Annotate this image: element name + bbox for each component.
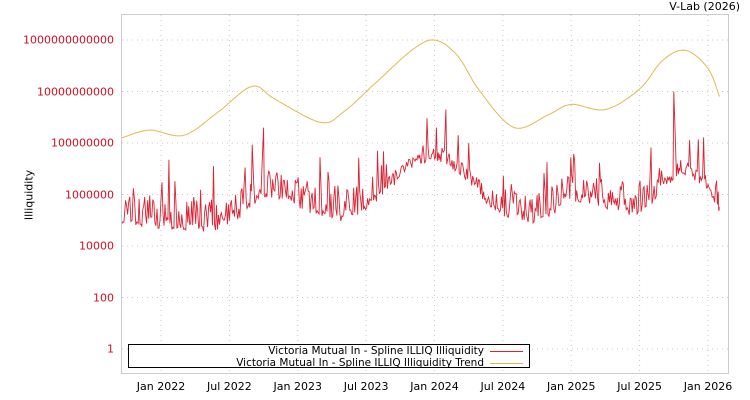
x-tick-label: Jan 2024 <box>410 380 459 393</box>
illiquidity-series-line <box>121 91 720 232</box>
y-tick-label: 100 <box>93 291 114 304</box>
legend-item-trend: Victoria Mutual In - Spline ILLIQ Illiqu… <box>236 357 523 369</box>
grid-lines <box>122 15 728 373</box>
y-tick-label: 1 <box>107 342 114 356</box>
y-tick-label: 1000000000000 <box>23 33 114 47</box>
x-tick-label: Jul 2025 <box>617 380 663 393</box>
x-tick-label: Jul 2022 <box>206 380 252 393</box>
x-tick-label: Jan 2022 <box>136 380 186 393</box>
legend-label: Victoria Mutual In - Spline ILLIQ Illiqu… <box>236 357 484 369</box>
y-tick-label: 10000000000 <box>37 85 114 98</box>
chart-legend: Victoria Mutual In - Spline ILLIQ Illiqu… <box>128 344 530 369</box>
trend-series-line <box>121 39 720 139</box>
y-tick-label: 100000000 <box>51 136 114 150</box>
legend-item-illiquidity: Victoria Mutual In - Spline ILLIQ Illiqu… <box>268 345 523 357</box>
x-tick-label: Jan 2025 <box>547 380 596 393</box>
x-tick-label: Jan 2023 <box>273 380 322 393</box>
legend-swatch-red <box>490 350 523 352</box>
x-tick-label: Jul 2024 <box>480 380 526 393</box>
x-tick-label: Jan 2026 <box>683 380 733 393</box>
legend-swatch-gold <box>490 362 523 364</box>
x-tick-label: Jul 2023 <box>343 380 389 393</box>
plot-frame <box>121 14 729 374</box>
y-tick-label: 10000 <box>79 239 114 253</box>
chart-credit: V-Lab (2026) <box>669 0 740 13</box>
legend-label: Victoria Mutual In - Spline ILLIQ Illiqu… <box>268 345 484 357</box>
y-tick-label: 1000000 <box>65 188 114 201</box>
